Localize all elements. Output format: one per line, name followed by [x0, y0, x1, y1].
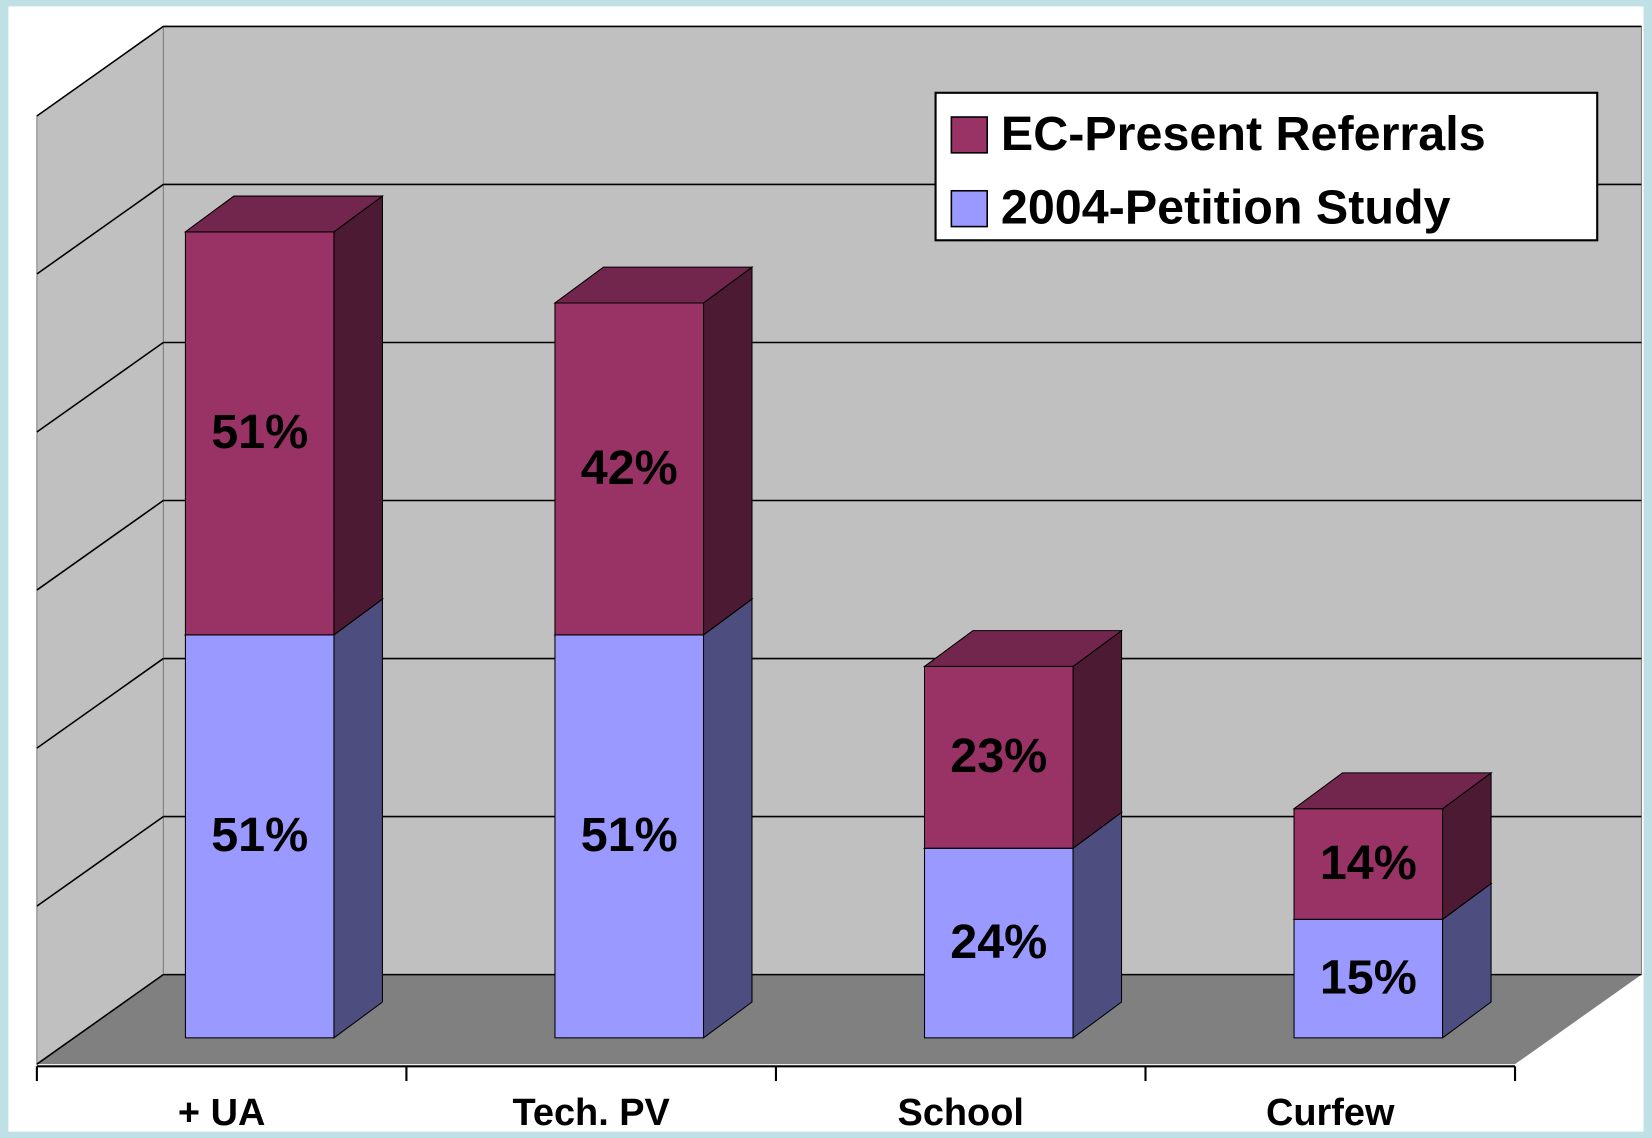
data-label: 15%	[1320, 950, 1417, 1004]
bar-side	[1072, 811, 1123, 1039]
bar-top	[1292, 772, 1493, 810]
data-label: 51%	[211, 405, 308, 459]
grid-line	[36, 657, 164, 749]
grid-line	[36, 341, 164, 433]
bar-front	[1293, 918, 1444, 1039]
data-label: 51%	[581, 808, 678, 862]
grid-line	[36, 499, 164, 591]
legend-swatch	[950, 116, 988, 154]
bar-side	[1072, 629, 1123, 850]
bar-top	[922, 630, 1124, 667]
bar-front	[184, 231, 335, 636]
floor	[36, 974, 1642, 1065]
grid-line	[36, 973, 164, 1065]
data-label: 42%	[581, 441, 678, 495]
legend	[934, 91, 1599, 242]
x-tick-label: Curfew	[1266, 1092, 1395, 1134]
data-label: 51%	[211, 808, 308, 862]
bar-side	[333, 597, 383, 1039]
data-label: 14%	[1320, 836, 1417, 890]
bar-front	[554, 302, 705, 636]
grid-line	[36, 183, 164, 275]
grid-line	[36, 815, 164, 907]
bar-front	[923, 847, 1074, 1039]
x-tick-label: Tech. PV	[513, 1092, 671, 1134]
bar-top	[553, 266, 754, 304]
x-tick-label: School	[898, 1092, 1024, 1134]
data-label: 23%	[950, 729, 1047, 783]
bar-front	[923, 665, 1074, 849]
legend-swatch	[950, 189, 988, 228]
bar-side	[702, 597, 753, 1039]
legend-label: 2004-Petition Study	[1001, 181, 1451, 235]
bar-side	[702, 266, 753, 636]
bar-front	[554, 634, 705, 1039]
bar-side	[333, 194, 383, 636]
bar-front	[184, 634, 335, 1039]
grid-line	[36, 25, 164, 117]
bar-top	[183, 195, 385, 233]
legend-label: EC-Present Referrals	[1001, 107, 1486, 161]
bar-front	[1293, 808, 1444, 920]
data-label: 24%	[950, 915, 1047, 969]
x-tick-label: + UA	[178, 1092, 265, 1134]
